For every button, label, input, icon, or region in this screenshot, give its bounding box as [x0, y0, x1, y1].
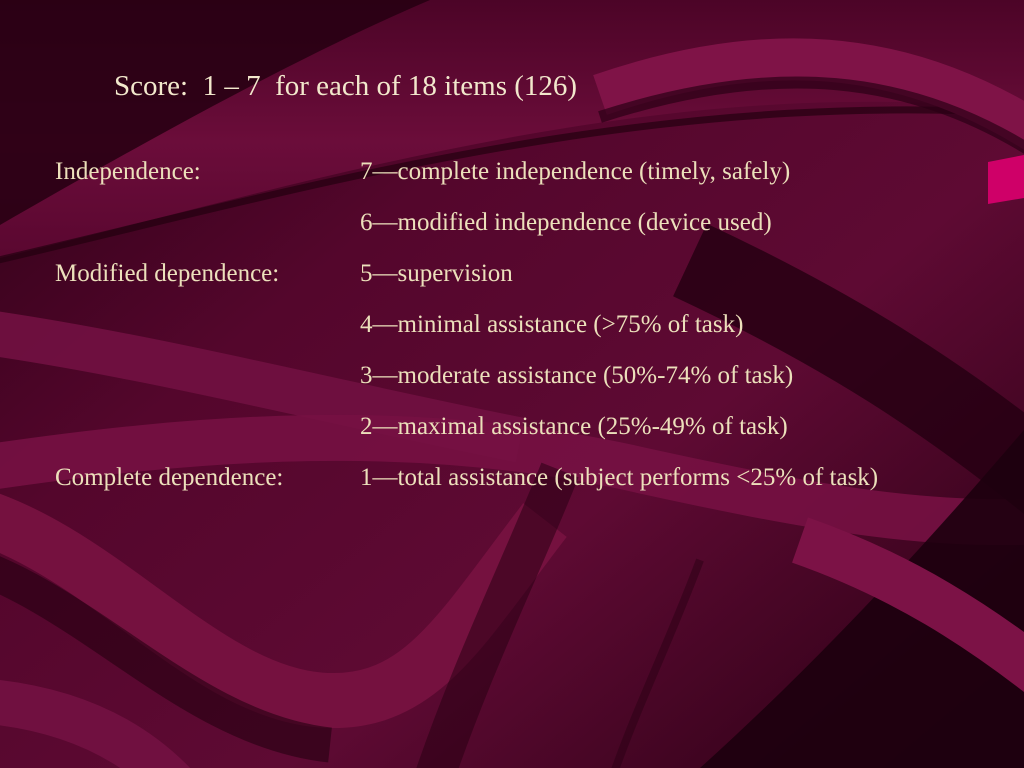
score-table: Independence: 7—complete independence (t…: [55, 146, 995, 503]
dependence-category-label: Complete dependence:: [55, 463, 284, 491]
score-description: 3—moderate assistance (50%-74% of task): [360, 361, 794, 389]
dependence-category-label: Independence:: [55, 157, 201, 185]
score-row: 6—modified independence (device used): [55, 197, 995, 248]
score-row: 4—minimal assistance (>75% of task): [55, 299, 995, 350]
score-row: 2—maximal assistance (25%-49% of task): [55, 401, 995, 452]
score-description: 5—supervision: [360, 259, 513, 287]
score-row: 3—moderate assistance (50%-74% of task): [55, 350, 995, 401]
score-description: 7—complete independence (timely, safely): [360, 157, 791, 185]
score-description: 1—total assistance (subject performs <25…: [360, 463, 879, 491]
score-description: 2—maximal assistance (25%-49% of task): [360, 412, 788, 440]
slide-title: Score: 1 – 7 for each of 18 items (126): [114, 70, 578, 102]
score-row: Modified dependence: 5—supervision: [55, 248, 995, 299]
accent-highlight-bar: [988, 155, 1024, 204]
score-row: Independence: 7—complete independence (t…: [55, 146, 995, 197]
score-description: 4—minimal assistance (>75% of task): [360, 310, 744, 338]
dependence-category-label: Modified dependence:: [55, 259, 280, 287]
score-description: 6—modified independence (device used): [360, 208, 772, 236]
score-row: Complete dependence: 1—total assistance …: [55, 452, 995, 503]
